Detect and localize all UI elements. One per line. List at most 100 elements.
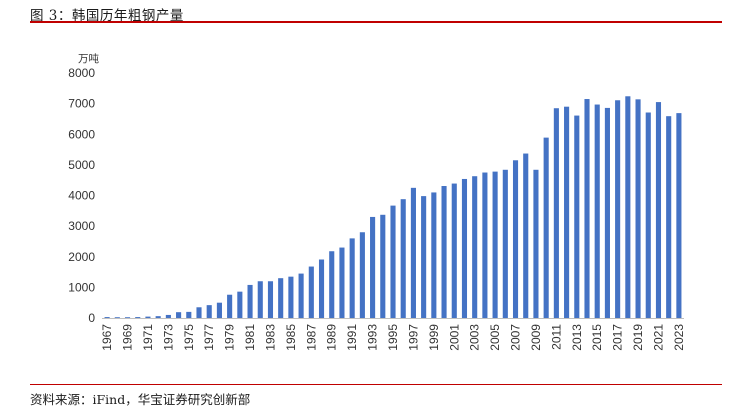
bar-1989	[329, 251, 335, 318]
bar-1996	[400, 199, 406, 318]
bar-2000	[441, 186, 447, 318]
y-tick-label: 5000	[68, 158, 95, 172]
bar-2008	[523, 153, 529, 318]
bar-1997	[410, 187, 416, 318]
bar-series	[104, 96, 682, 319]
bar-2001	[451, 183, 457, 318]
bar-2011	[553, 108, 559, 318]
bar-2012	[564, 106, 570, 318]
x-tick-label: 1983	[263, 324, 277, 351]
bottom-rule	[30, 384, 722, 385]
bar-1985	[288, 276, 294, 318]
bar-1998	[421, 196, 427, 318]
bar-2017	[615, 100, 621, 318]
bar-2007	[512, 160, 519, 318]
bar-1988	[318, 259, 325, 318]
bar-1975	[186, 311, 192, 319]
x-tick-label: 1971	[141, 324, 155, 351]
top-rule	[30, 21, 722, 23]
x-tick-label: 1993	[366, 324, 380, 351]
figure-title: 图 3：韩国历年粗钢产量	[30, 8, 184, 24]
bar-2013	[574, 115, 580, 318]
x-tick-label: 2007	[509, 324, 523, 351]
x-tick-label: 2011	[549, 324, 563, 350]
bar-1971	[145, 316, 151, 318]
x-tick-label: 2001	[447, 324, 461, 351]
y-tick-label: 3000	[68, 219, 95, 233]
bar-1967	[104, 317, 110, 318]
bar-2006	[502, 169, 508, 318]
bar-2015	[594, 104, 600, 318]
x-tick-label: 2013	[570, 324, 584, 351]
bar-1973	[165, 314, 171, 318]
x-tick-label: 1967	[100, 324, 114, 351]
x-axis-ticks: 1967 1969 1971 1973 1975 1977 1979 1981 1983 1985…	[100, 324, 686, 351]
bar-1980	[237, 291, 243, 318]
y-tick-label: 6000	[68, 127, 95, 141]
bar-2003	[472, 176, 478, 318]
x-tick-label: 1977	[202, 324, 216, 351]
x-tick-label: 2005	[488, 324, 502, 351]
bar-2004	[482, 172, 488, 318]
y-axis-unit-label: 万吨	[78, 52, 99, 65]
bar-2005	[492, 171, 498, 318]
bar-2019	[635, 99, 641, 318]
y-tick-label: 1000	[68, 280, 95, 294]
bar-1974	[176, 312, 182, 318]
bar-1984	[278, 278, 284, 318]
bar-2022	[666, 116, 672, 319]
y-axis-ticks: 0 1000 2000 3000 4000 5000 6000 7000 8000	[68, 66, 95, 325]
bar-1970	[135, 317, 141, 318]
bar-1994	[380, 214, 386, 318]
bar-2010	[543, 137, 549, 318]
bar-1991	[349, 238, 355, 319]
x-tick-label: 2009	[529, 324, 543, 351]
x-tick-label: 2017	[611, 324, 625, 351]
y-tick-label: 2000	[68, 250, 95, 264]
bar-2018	[625, 96, 631, 318]
bar-1981	[247, 284, 253, 318]
x-tick-label: 2015	[590, 324, 604, 351]
x-tick-label: 1999	[427, 324, 441, 351]
bar-1969	[124, 317, 131, 318]
bar-2021	[655, 102, 662, 318]
x-tick-label: 2021	[651, 324, 665, 351]
bar-2002	[461, 178, 468, 318]
y-tick-label: 4000	[68, 189, 95, 203]
x-tick-label: 1987	[304, 324, 318, 351]
bar-2016	[604, 107, 610, 318]
x-tick-label: 1997	[406, 324, 420, 351]
bar-1993	[370, 216, 376, 318]
x-tick-label: 2023	[672, 324, 686, 351]
x-tick-label: 2003	[468, 324, 482, 351]
bar-1986	[298, 273, 304, 318]
y-tick-label: 7000	[68, 97, 95, 111]
x-tick-label: 1969	[121, 324, 135, 351]
bar-2020	[645, 112, 651, 318]
bar-1972	[155, 316, 161, 318]
bar-1995	[390, 205, 396, 318]
x-tick-label: 1995	[386, 324, 400, 351]
x-tick-label: 2019	[631, 324, 645, 351]
bar-1976	[196, 307, 202, 318]
bar-1999	[431, 192, 437, 318]
bar-1983	[267, 281, 274, 318]
source-note: 资料来源：iFind，华宝证券研究创新部	[30, 392, 251, 407]
bar-1987	[308, 266, 314, 318]
bar-1990	[339, 247, 345, 318]
bar-2009	[533, 169, 539, 318]
y-tick-label: 0	[88, 311, 95, 325]
bar-2014	[584, 99, 590, 318]
x-tick-label: 1979	[223, 324, 237, 351]
bar-1992	[359, 232, 365, 318]
bar-1968	[114, 317, 120, 318]
bar-2023	[676, 113, 682, 319]
bar-1978	[216, 302, 222, 318]
bar-1979	[227, 294, 233, 318]
bar-1982	[257, 281, 263, 318]
y-tick-label: 8000	[68, 66, 95, 80]
x-tick-label: 1985	[284, 324, 298, 351]
x-tick-label: 1973	[161, 324, 175, 351]
x-tick-label: 1991	[345, 324, 359, 351]
